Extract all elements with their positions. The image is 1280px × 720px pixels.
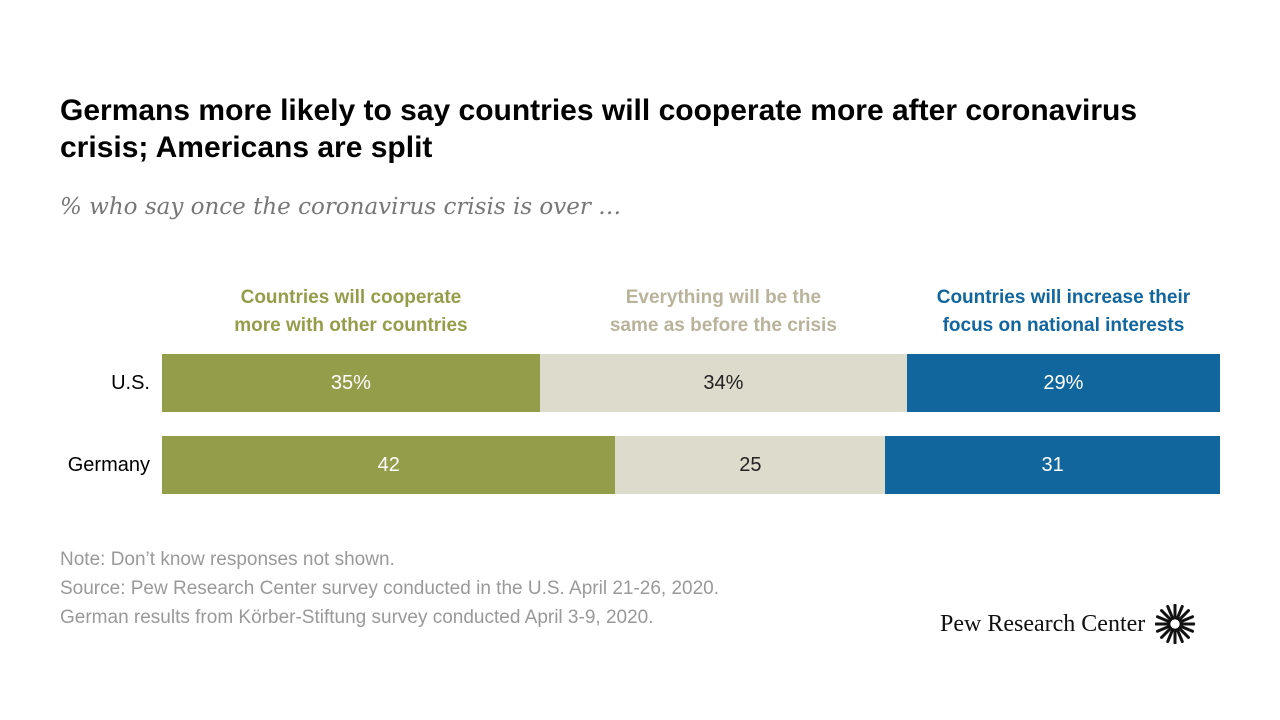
chart-title: Germans more likely to say countries wil… [60,94,1138,164]
bar-segment-same-2: 25 [615,436,886,494]
logo-text: Pew Research Center [940,610,1146,637]
chart-notes: Note: Don’t know responses not shown. So… [60,545,719,632]
bar-segment-national-1: 29% [906,354,1220,412]
legend-label-cooperate: Countries will cooperate more with other … [234,287,468,336]
bar-segment-national-2: 31 [885,436,1220,494]
bar-segment-same-1: 34% [539,354,907,412]
pew-sunburst-icon [1155,604,1196,644]
legend-label-national: Countries will increase their focus on na… [936,287,1191,336]
bar-segment-cooperate-2: 42 [162,436,616,494]
row-label-us: U.S. [111,372,150,394]
note-line: Note: Don’t know responses not shown. [60,549,395,570]
row-label-germany: Germany [67,454,150,476]
bar-segment-cooperate-1: 35% [162,354,540,412]
source-line-2: German results from Körber-Stiftung surv… [60,607,654,628]
chart-subtitle: % who say once the coronavirus crisis is… [60,194,622,220]
legend-label-same: Everything will be the same as before the… [609,287,837,336]
source-line: Source: Pew Research Center survey condu… [60,578,720,599]
pew-logo: Pew Research Center [940,604,1196,644]
